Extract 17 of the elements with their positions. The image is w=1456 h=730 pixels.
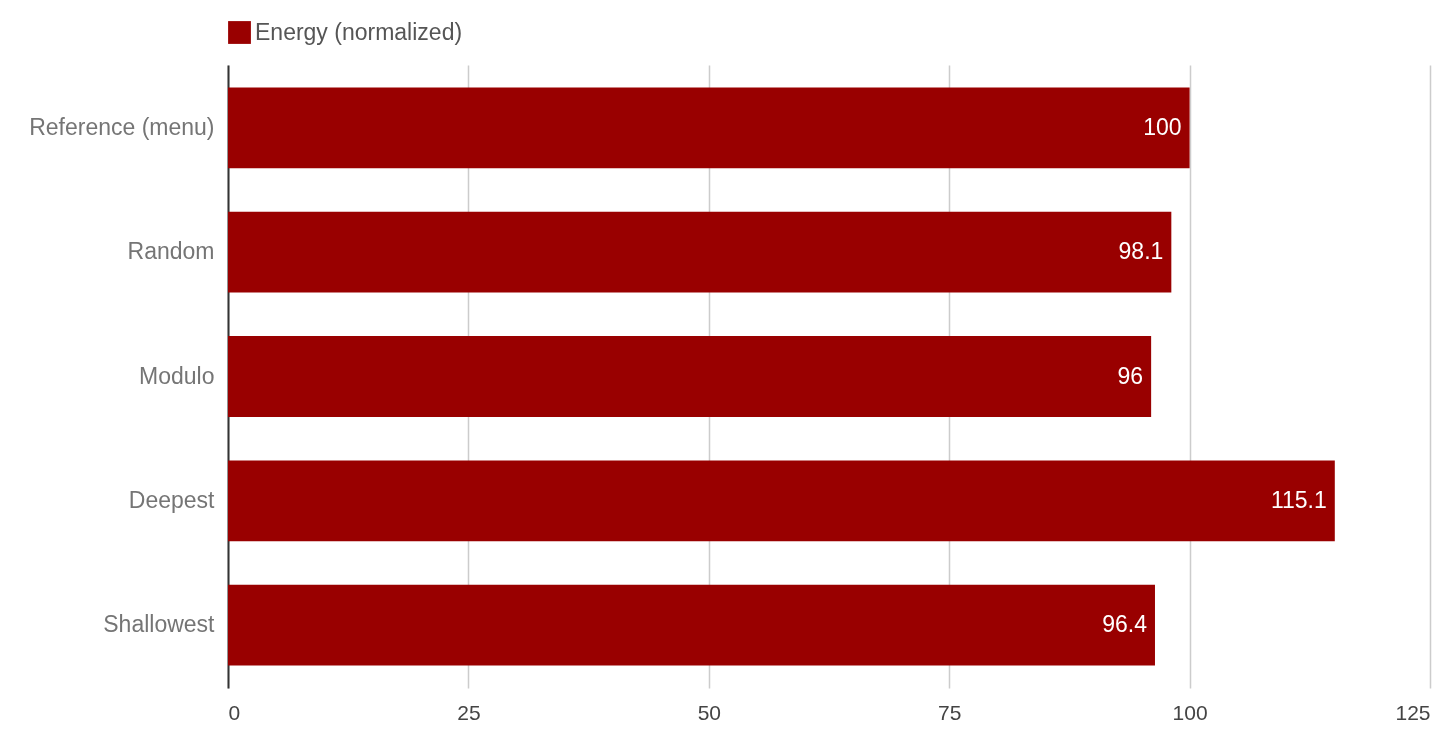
x-tick-label: 0 <box>228 700 241 724</box>
data-label: 96.4 <box>1102 611 1148 638</box>
x-tick-label: 75 <box>938 700 962 724</box>
x-tick-label: 100 <box>1172 700 1208 724</box>
data-label: 115.1 <box>1270 486 1327 513</box>
y-tick-label: Reference (menu) <box>29 113 215 140</box>
data-label: 100 <box>1143 113 1182 140</box>
legend-label: Energy (normalized) <box>255 18 463 45</box>
data-label: 98.1 <box>1118 238 1164 265</box>
y-tick-label: Shallowest <box>103 611 216 638</box>
y-tick-label: Random <box>127 238 215 265</box>
y-tick-label: Deepest <box>128 486 216 513</box>
data-label: 96 <box>1117 362 1144 389</box>
y-tick-label: Modulo <box>139 362 215 389</box>
x-tick-label: 25 <box>457 700 481 724</box>
x-tick-label: 125 <box>1395 700 1431 724</box>
x-tick-label: 50 <box>697 700 721 724</box>
